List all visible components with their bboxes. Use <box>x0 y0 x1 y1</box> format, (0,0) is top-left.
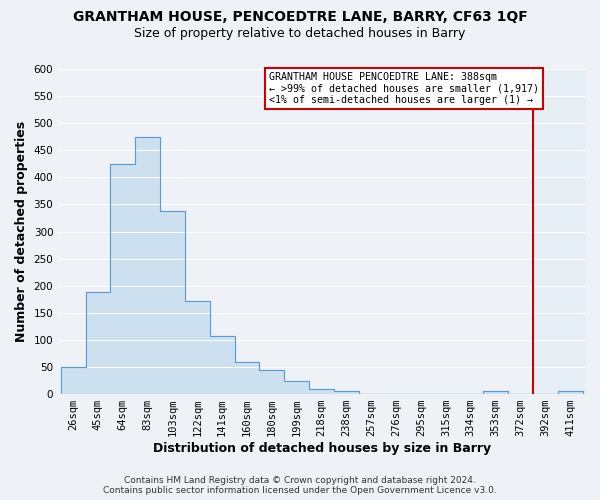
Bar <box>533 69 585 394</box>
Text: Contains HM Land Registry data © Crown copyright and database right 2024.
Contai: Contains HM Land Registry data © Crown c… <box>103 476 497 495</box>
X-axis label: Distribution of detached houses by size in Barry: Distribution of detached houses by size … <box>152 442 491 455</box>
Text: GRANTHAM HOUSE, PENCOEDTRE LANE, BARRY, CF63 1QF: GRANTHAM HOUSE, PENCOEDTRE LANE, BARRY, … <box>73 10 527 24</box>
Text: GRANTHAM HOUSE PENCOEDTRE LANE: 388sqm
← >99% of detached houses are smaller (1,: GRANTHAM HOUSE PENCOEDTRE LANE: 388sqm ←… <box>269 72 539 106</box>
Y-axis label: Number of detached properties: Number of detached properties <box>15 121 28 342</box>
Text: Size of property relative to detached houses in Barry: Size of property relative to detached ho… <box>134 28 466 40</box>
Polygon shape <box>61 136 583 394</box>
